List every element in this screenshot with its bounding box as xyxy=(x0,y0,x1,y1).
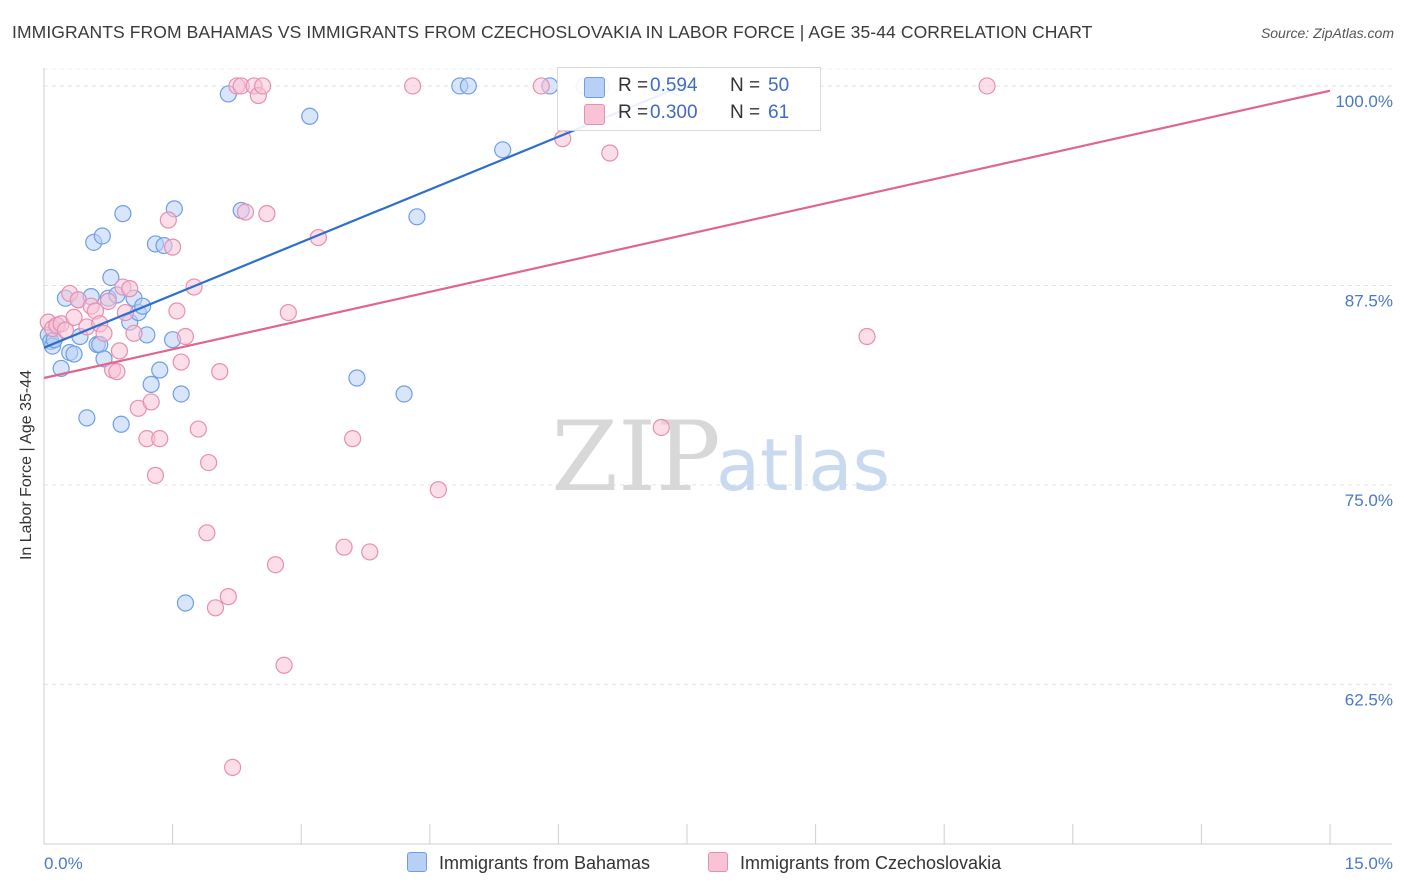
bahamas-point xyxy=(459,77,477,95)
bahamas-point xyxy=(78,409,96,427)
bahamas-point xyxy=(151,361,169,379)
czechoslovakia-point xyxy=(168,302,186,320)
bahamas-point xyxy=(65,345,83,363)
tick-labels: 62.5% 75.0% 87.5% 100.0% 0.0% 15.0% xyxy=(44,92,1393,873)
x-tick-label-max: 15.0% xyxy=(1345,854,1393,873)
series-legend: Immigrants from Bahamas Immigrants from … xyxy=(0,852,1406,878)
czechoslovakia-point xyxy=(99,292,117,311)
watermark-zip: ZIP xyxy=(551,401,720,513)
czechoslovakia-point xyxy=(110,342,129,360)
legend-r-label: R = xyxy=(618,102,649,123)
czechoslovakia-point xyxy=(164,238,182,256)
bahamas-point xyxy=(172,385,190,403)
y-tick-label: 87.5% xyxy=(1345,291,1393,310)
czechoslovakia-point xyxy=(429,481,447,499)
czechoslovakia-point xyxy=(151,430,169,448)
series-legend-swatch-bahamas xyxy=(407,852,427,872)
czechoslovakia-point xyxy=(206,599,225,617)
series-legend-label-bahamas: Immigrants from Bahamas xyxy=(439,853,651,873)
legend-row-czechoslovakia: R = 0.300 N = 61 xyxy=(558,101,820,127)
y-axis-label: In Labor Force | Age 35-44 xyxy=(18,369,35,561)
czechoslovakia-point xyxy=(219,588,237,606)
czechoslovakia-point xyxy=(978,77,996,95)
legend-r-label: R = xyxy=(618,75,649,96)
czechoslovakia-point xyxy=(858,327,876,346)
czechoslovakia-point xyxy=(335,538,353,556)
bahamas-point xyxy=(408,208,426,226)
bahamas-point xyxy=(395,385,413,403)
grid-lines xyxy=(44,68,1392,685)
czechoslovakia-point xyxy=(266,556,285,574)
legend-swatch-czechoslovakia xyxy=(584,104,605,125)
series-legend-item-czechoslovakia[interactable]: Immigrants from Czechoslovakia xyxy=(708,852,1001,874)
czechoslovakia-point xyxy=(176,327,195,346)
legend-n-label: N = xyxy=(730,75,761,96)
czechoslovakia-point xyxy=(142,393,160,411)
czechoslovakia-point xyxy=(146,466,165,484)
czechoslovakia-point xyxy=(275,656,293,674)
legend-row-bahamas: R = 0.594 N = 50 xyxy=(558,74,820,100)
czechoslovakia-point xyxy=(404,77,422,95)
czechoslovakia-point xyxy=(236,203,255,221)
bahamas-point xyxy=(348,369,366,387)
czechoslovakia-point xyxy=(200,453,218,472)
bahamas-point xyxy=(112,415,130,433)
czechoslovakia-point xyxy=(601,144,619,162)
legend-r-value: 0.300 xyxy=(650,102,698,123)
y-tick-label: 62.5% xyxy=(1345,690,1393,709)
series-legend-label-czechoslovakia: Immigrants from Czechoslovakia xyxy=(740,853,1002,873)
czechoslovakia-point xyxy=(121,280,139,298)
czechoslovakia-point xyxy=(65,308,83,326)
y-tick-label: 75.0% xyxy=(1345,491,1393,510)
watermark-atlas: atlas xyxy=(716,423,890,507)
data-points xyxy=(39,77,996,776)
bahamas-point xyxy=(142,375,160,393)
legend-swatch-bahamas xyxy=(584,77,605,98)
czechoslovakia-point xyxy=(125,324,143,342)
czechoslovakia-point xyxy=(211,363,229,381)
legend-r-value: 0.594 xyxy=(650,75,698,96)
watermark: ZIP atlas xyxy=(551,401,890,513)
trend-lines xyxy=(43,86,1331,380)
czechoslovakia-trend-line xyxy=(43,89,1331,380)
chart-title: IMMIGRANTS FROM BAHAMAS VS IMMIGRANTS FR… xyxy=(12,22,1093,42)
legend-n-label: N = xyxy=(730,102,761,123)
czechoslovakia-point xyxy=(224,758,242,776)
czechoslovakia-point xyxy=(532,77,550,95)
bahamas-point xyxy=(176,594,195,612)
bahamas-point xyxy=(301,107,319,125)
correlation-legend: R = 0.594 N = 50 R = 0.300 N = 61 xyxy=(557,67,821,131)
czechoslovakia-point xyxy=(95,324,113,342)
czechoslovakia-point xyxy=(258,205,276,223)
czechoslovakia-point xyxy=(159,211,177,229)
czechoslovakia-point xyxy=(361,543,379,561)
czechoslovakia-point xyxy=(254,77,272,95)
czechoslovakia-point xyxy=(198,524,216,542)
czechoslovakia-point xyxy=(189,420,207,438)
legend-n-value: 50 xyxy=(768,75,790,96)
series-legend-swatch-czechoslovakia xyxy=(708,852,728,872)
czechoslovakia-point xyxy=(108,363,126,381)
x-tick-label-min: 0.0% xyxy=(44,854,83,873)
bahamas-point xyxy=(93,227,111,245)
bahamas-point xyxy=(494,141,512,159)
source-credit: Source: ZipAtlas.com xyxy=(1260,25,1394,41)
legend-n-value: 61 xyxy=(768,102,790,123)
y-tick-label: 100.0% xyxy=(1335,92,1393,111)
bahamas-point xyxy=(102,268,120,287)
czechoslovakia-point xyxy=(279,303,297,322)
czechoslovakia-point xyxy=(172,353,190,371)
czechoslovakia-point xyxy=(344,430,362,448)
series-legend-item-bahamas[interactable]: Immigrants from Bahamas xyxy=(407,852,650,874)
czechoslovakia-point xyxy=(652,418,670,437)
bahamas-point xyxy=(114,205,132,223)
axes xyxy=(43,68,1392,845)
